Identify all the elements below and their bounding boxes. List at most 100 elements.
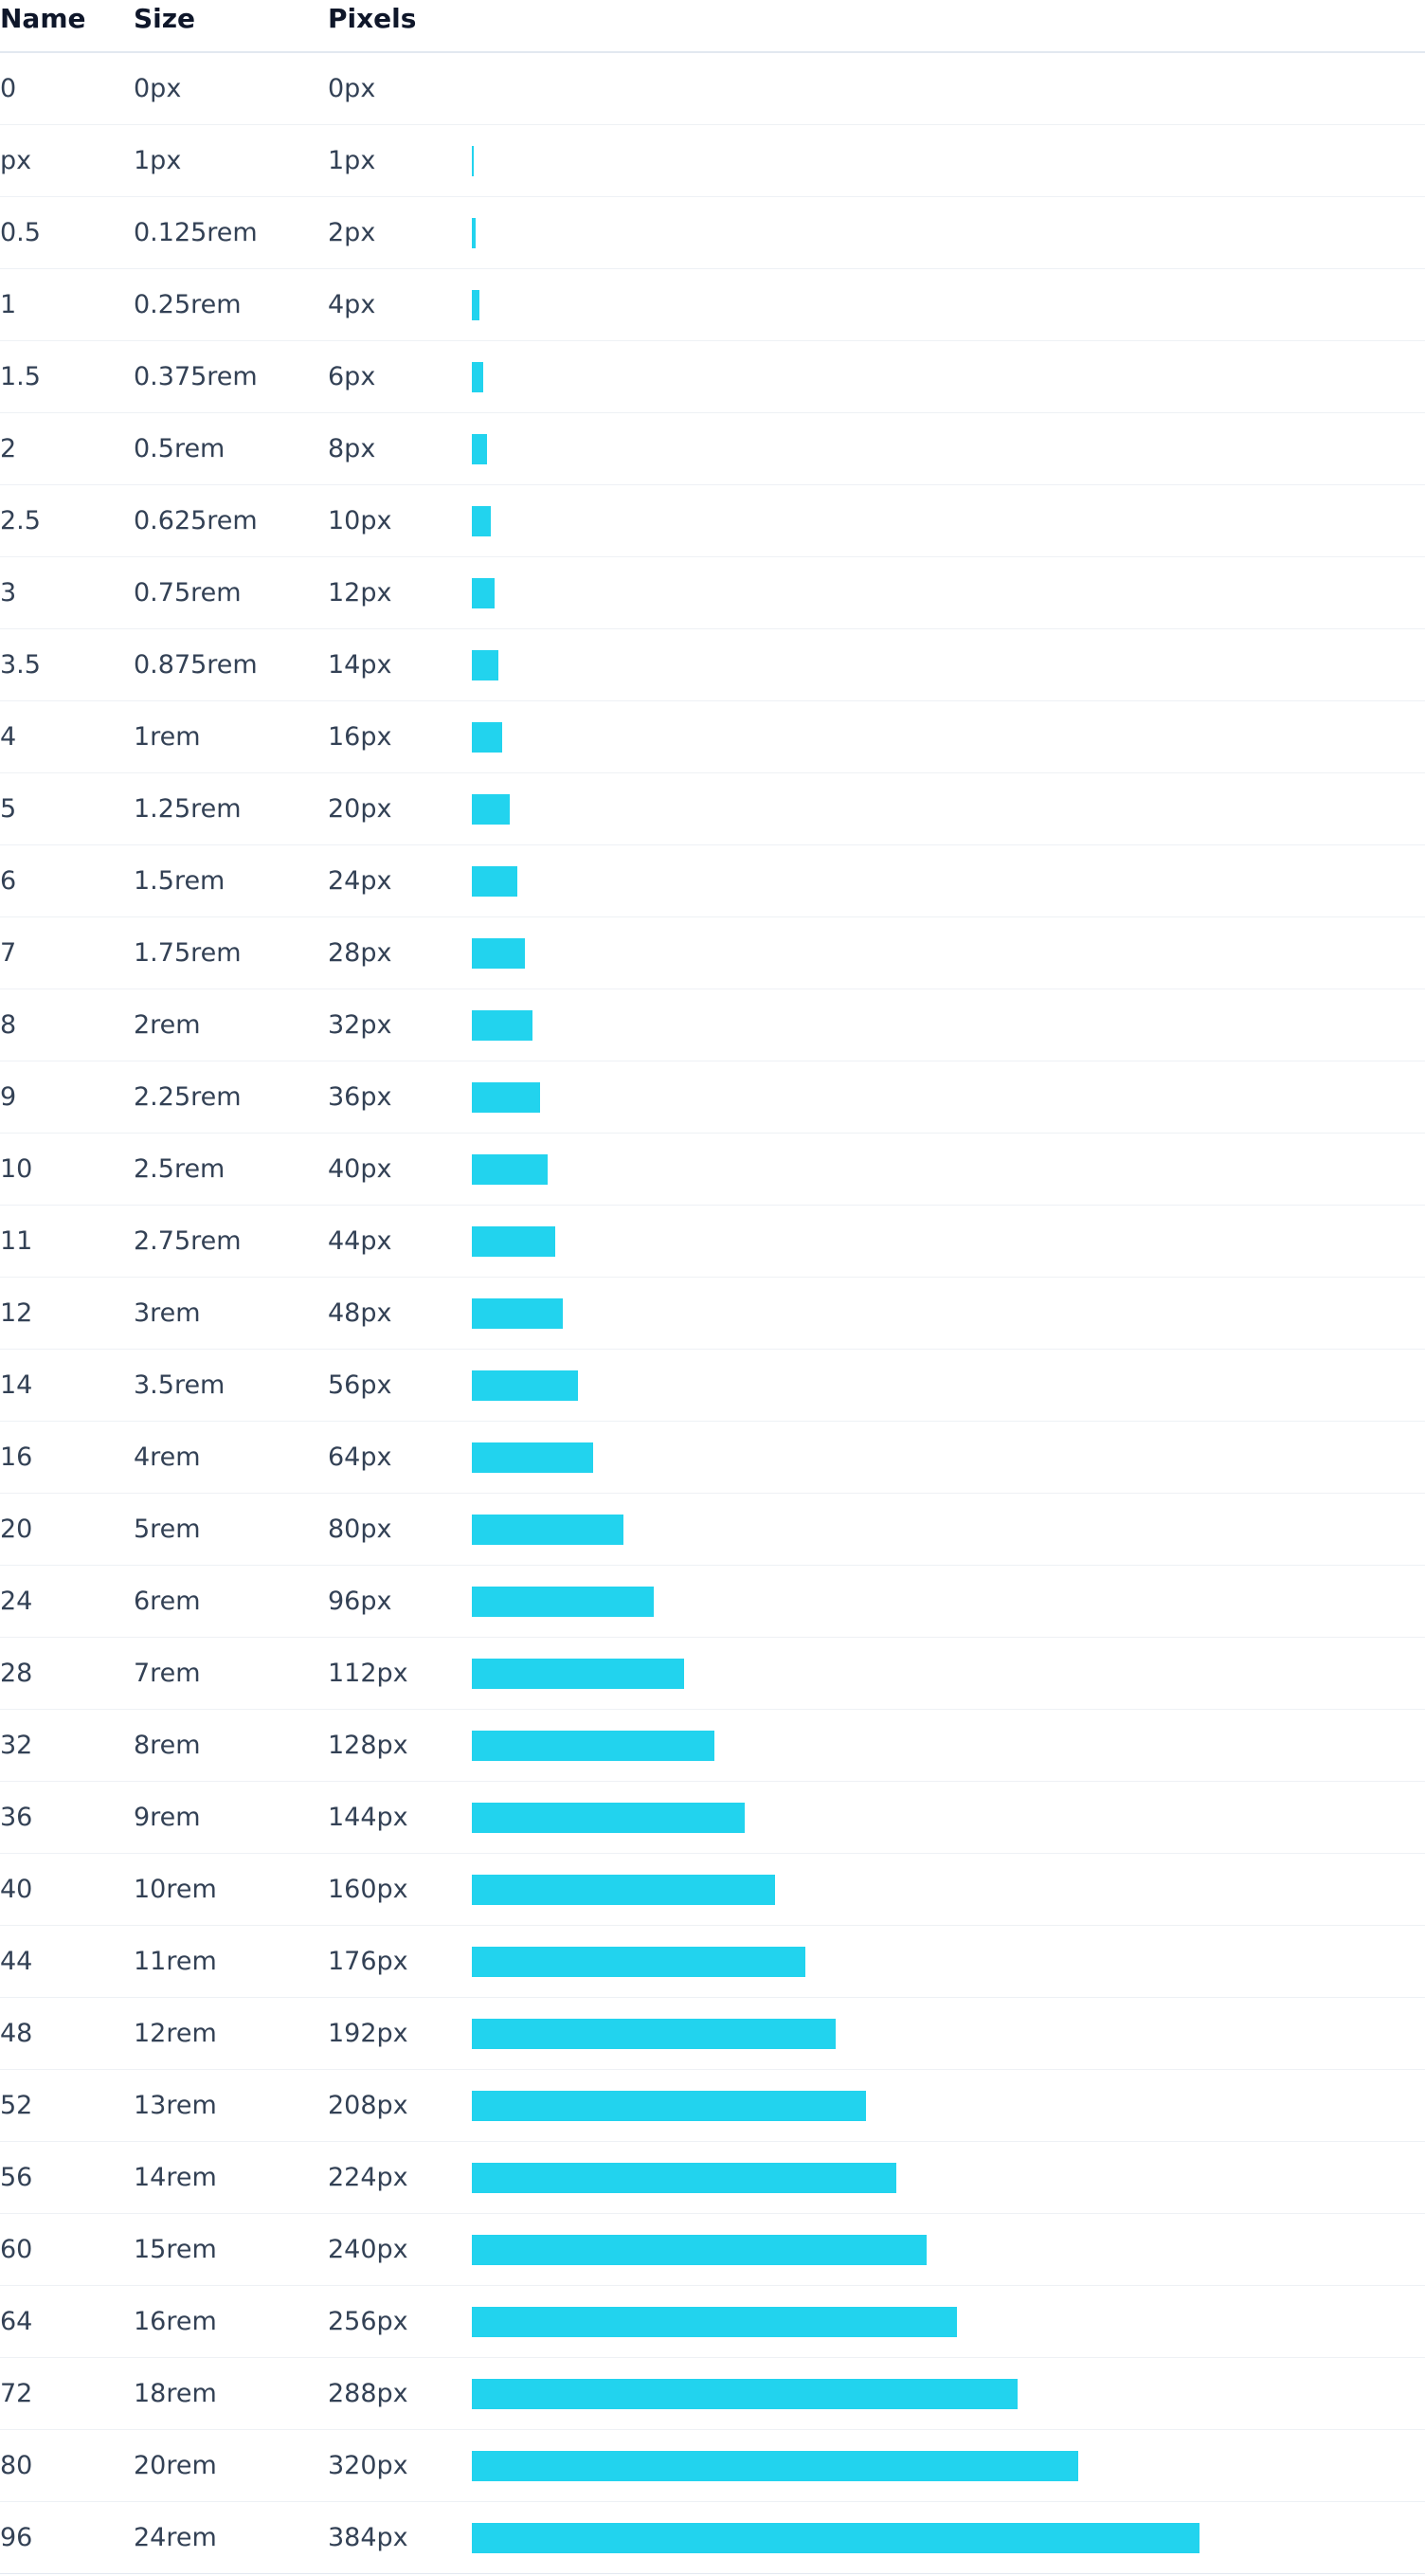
table-row: 1 0.25rem 4px — [0, 269, 1425, 341]
row-pixels: 28px — [328, 938, 392, 968]
row-name: 40 — [0, 1875, 33, 1904]
row-size: 1px — [134, 146, 182, 175]
table-row: 60 15rem 240px — [0, 2214, 1425, 2286]
size-bar — [472, 218, 476, 248]
row-size: 1.5rem — [134, 866, 225, 896]
table-row: 0 0px 0px — [0, 53, 1425, 125]
row-pixels: 192px — [328, 2019, 408, 2048]
row-pixels: 40px — [328, 1154, 392, 1184]
size-bar — [472, 2235, 927, 2265]
size-bar — [472, 362, 483, 392]
table-row: 11 2.75rem 44px — [0, 1206, 1425, 1278]
size-bar — [472, 1154, 548, 1185]
table-row: 3.5 0.875rem 14px — [0, 629, 1425, 701]
row-size: 8rem — [134, 1731, 201, 1760]
row-size: 6rem — [134, 1587, 201, 1616]
table-body: 0 0px 0px px 1px 1px 0.5 0.125rem 2px 1 0.25rem 4px… — [0, 53, 1425, 2574]
row-size: 4rem — [134, 1442, 201, 1472]
row-name: 80 — [0, 2451, 33, 2480]
row-size: 18rem — [134, 2379, 217, 2408]
size-bar — [472, 2091, 866, 2121]
row-size: 1rem — [134, 722, 201, 752]
table-row: 12 3rem 48px — [0, 1278, 1425, 1350]
table-row: 24 6rem 96px — [0, 1566, 1425, 1638]
table-header: Name Size Pixels — [0, 0, 1425, 53]
row-size: 3.5rem — [134, 1370, 225, 1400]
size-bar — [472, 1442, 593, 1473]
row-pixels: 224px — [328, 2163, 408, 2192]
table-row: 10 2.5rem 40px — [0, 1134, 1425, 1206]
row-name: 5 — [0, 794, 17, 824]
row-name: 9 — [0, 1082, 17, 1112]
row-pixels: 36px — [328, 1082, 392, 1112]
row-size: 3rem — [134, 1298, 201, 1328]
row-name: 32 — [0, 1731, 33, 1760]
table-row: 7 1.75rem 28px — [0, 917, 1425, 989]
size-bar — [472, 722, 502, 753]
row-size: 24rem — [134, 2523, 217, 2552]
row-pixels: 8px — [328, 434, 376, 463]
size-bar — [472, 1082, 540, 1113]
row-name: 96 — [0, 2523, 33, 2552]
row-size: 2.75rem — [134, 1226, 242, 1256]
size-bar — [472, 2163, 896, 2193]
table-row: 72 18rem 288px — [0, 2358, 1425, 2430]
row-pixels: 320px — [328, 2451, 408, 2480]
row-name: 8 — [0, 1010, 17, 1040]
size-bar — [472, 794, 510, 825]
row-pixels: 0px — [328, 74, 376, 103]
size-bar — [472, 578, 495, 608]
row-size: 0.375rem — [134, 362, 258, 391]
row-size: 14rem — [134, 2163, 217, 2192]
size-bar — [472, 1010, 532, 1041]
table-row: 0.5 0.125rem 2px — [0, 197, 1425, 269]
row-pixels: 288px — [328, 2379, 408, 2408]
header-name: Name — [0, 3, 86, 34]
row-name: 28 — [0, 1659, 33, 1688]
row-size: 10rem — [134, 1875, 217, 1904]
row-pixels: 1px — [328, 146, 376, 175]
row-name: 20 — [0, 1515, 33, 1544]
row-size: 0.875rem — [134, 650, 258, 680]
row-name: 48 — [0, 2019, 33, 2048]
row-pixels: 112px — [328, 1659, 408, 1688]
row-name: 14 — [0, 1370, 33, 1400]
size-bar — [472, 1515, 623, 1545]
row-name: 6 — [0, 866, 17, 896]
size-bar — [472, 650, 498, 680]
size-bar — [472, 290, 479, 320]
row-pixels: 144px — [328, 1803, 408, 1832]
size-bar — [472, 1659, 684, 1689]
row-pixels: 32px — [328, 1010, 392, 1040]
size-bar — [472, 2523, 1200, 2553]
size-bar — [472, 1370, 578, 1401]
size-bar — [472, 938, 525, 969]
row-size: 0px — [134, 74, 182, 103]
row-name: 24 — [0, 1587, 33, 1616]
row-size: 0.5rem — [134, 434, 225, 463]
table-row: 80 20rem 320px — [0, 2430, 1425, 2502]
row-name: 4 — [0, 722, 17, 752]
row-size: 13rem — [134, 2091, 217, 2120]
size-bar — [472, 506, 491, 536]
row-name: px — [0, 146, 32, 175]
table-row: 3 0.75rem 12px — [0, 557, 1425, 629]
row-pixels: 24px — [328, 866, 392, 896]
size-bar — [472, 1298, 563, 1329]
row-size: 2.5rem — [134, 1154, 225, 1184]
row-size: 11rem — [134, 1947, 217, 1976]
row-name: 12 — [0, 1298, 33, 1328]
row-name: 16 — [0, 1442, 33, 1472]
size-bar — [472, 1226, 555, 1257]
row-pixels: 56px — [328, 1370, 392, 1400]
size-bar — [472, 1875, 775, 1905]
size-bar — [472, 2307, 957, 2337]
table-row: 40 10rem 160px — [0, 1854, 1425, 1926]
table-row: 1.5 0.375rem 6px — [0, 341, 1425, 413]
row-pixels: 2px — [328, 218, 376, 247]
table-row: 64 16rem 256px — [0, 2286, 1425, 2358]
row-size: 20rem — [134, 2451, 217, 2480]
row-size: 5rem — [134, 1515, 201, 1544]
size-bar — [472, 1947, 805, 1977]
table-row: 20 5rem 80px — [0, 1494, 1425, 1566]
